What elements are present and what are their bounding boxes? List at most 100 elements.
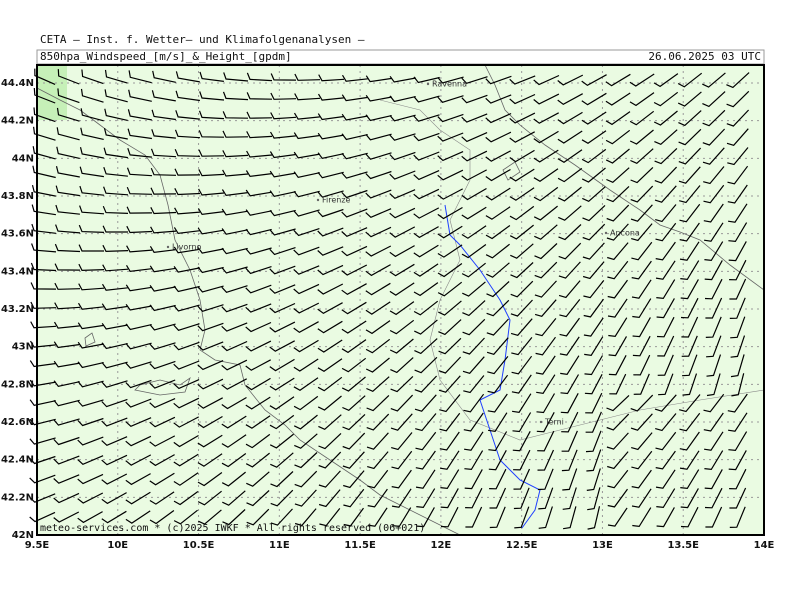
wind-barb (173, 416, 199, 428)
wind-barb (101, 492, 127, 505)
wind-barb (149, 435, 176, 447)
wind-barb (221, 378, 247, 390)
wind-barb (197, 472, 223, 487)
wind-barb (246, 72, 273, 82)
wind-barb (631, 488, 652, 508)
wind-barb (581, 92, 607, 106)
wind-barb (606, 432, 629, 450)
wind-barb (198, 169, 225, 177)
wind-barb (513, 449, 531, 471)
wind-barb (101, 473, 128, 485)
wind-barb (702, 128, 726, 146)
wind-barb (317, 320, 343, 334)
wind-barb (126, 225, 153, 234)
wind-barb (104, 108, 128, 121)
wind-barb (461, 132, 488, 143)
wind-barb (730, 316, 746, 339)
wind-barb (293, 246, 320, 256)
wind-barb (57, 88, 80, 104)
wind-barb (31, 223, 56, 234)
wind-barb (175, 90, 200, 102)
wind-barb (389, 319, 415, 335)
wind-barb (29, 474, 56, 484)
wind-barb (607, 279, 628, 299)
wind-barb (78, 283, 105, 291)
wind-barb (245, 209, 272, 216)
wind-barb (197, 341, 224, 351)
wind-barb (341, 189, 368, 199)
wind-barb (655, 241, 676, 261)
wind-barb (221, 322, 248, 332)
wind-barb (561, 449, 578, 472)
wind-barb (101, 417, 128, 427)
wind-barb (585, 411, 602, 433)
wind-barb (557, 186, 582, 202)
wind-barb (53, 399, 80, 407)
wind-barb (222, 509, 246, 526)
wind-barb (125, 379, 152, 389)
wind-barb (509, 112, 536, 124)
wind-barb (489, 487, 507, 509)
wind-barb (582, 204, 606, 222)
wind-barb (80, 127, 104, 140)
wind-barb (584, 355, 604, 376)
wind-barb (391, 469, 412, 489)
wind-barb (413, 151, 440, 161)
wind-barb (512, 393, 532, 413)
wind-barb (729, 468, 747, 490)
wind-barb (729, 487, 747, 509)
wind-barb (293, 339, 319, 353)
wind-barb (533, 112, 559, 124)
wind-barb (269, 396, 295, 411)
lon-label: 10.5E (183, 540, 215, 551)
wind-barb (728, 203, 748, 223)
wind-barb (31, 184, 56, 197)
wind-barb (341, 74, 368, 82)
wind-barb (341, 133, 368, 141)
wind-barb (365, 152, 392, 160)
wind-barb (149, 285, 176, 292)
wind-barb (413, 170, 440, 181)
wind-barb (55, 185, 80, 197)
wind-barb (293, 358, 319, 372)
wind-barb (78, 244, 104, 252)
wind-barb (126, 186, 153, 195)
wind-barb (294, 433, 318, 449)
wind-barb (608, 317, 628, 337)
wind-barb (534, 261, 558, 279)
city-dot (166, 245, 170, 249)
wind-barb (702, 109, 726, 127)
wind-barb (173, 472, 199, 486)
wind-barb (485, 112, 512, 124)
wind-barb (558, 280, 581, 299)
wind-barb (125, 473, 151, 486)
wind-barb (679, 222, 700, 242)
wind-barb (365, 245, 392, 257)
wind-barb (270, 508, 293, 526)
wind-barb (487, 393, 508, 413)
wind-barb (173, 453, 199, 467)
wind-barb (563, 506, 577, 530)
wind-barb (656, 488, 676, 509)
wind-barb (29, 493, 56, 503)
wind-barb (341, 376, 366, 392)
wind-barb (367, 451, 389, 470)
wind-barb (294, 452, 318, 469)
wind-barb (489, 468, 507, 490)
product-title: 850hpa_Windspeed_[m/s]_&_Height_[gpdm] (40, 50, 292, 63)
wind-barb (173, 509, 198, 525)
lon-label: 13.5E (667, 540, 699, 551)
wind-barb (557, 149, 583, 164)
wind-barb (533, 149, 559, 163)
wind-barb (487, 356, 509, 375)
wind-barb (390, 357, 414, 374)
wind-barb (513, 468, 531, 490)
wind-barb (269, 358, 295, 372)
wind-barb (390, 375, 414, 393)
wind-barb (679, 394, 701, 413)
wind-barb (174, 149, 201, 157)
city-label: Livorno (172, 243, 202, 252)
wind-barb (415, 431, 437, 451)
wind-barb (149, 379, 176, 389)
wind-barb (729, 297, 746, 319)
